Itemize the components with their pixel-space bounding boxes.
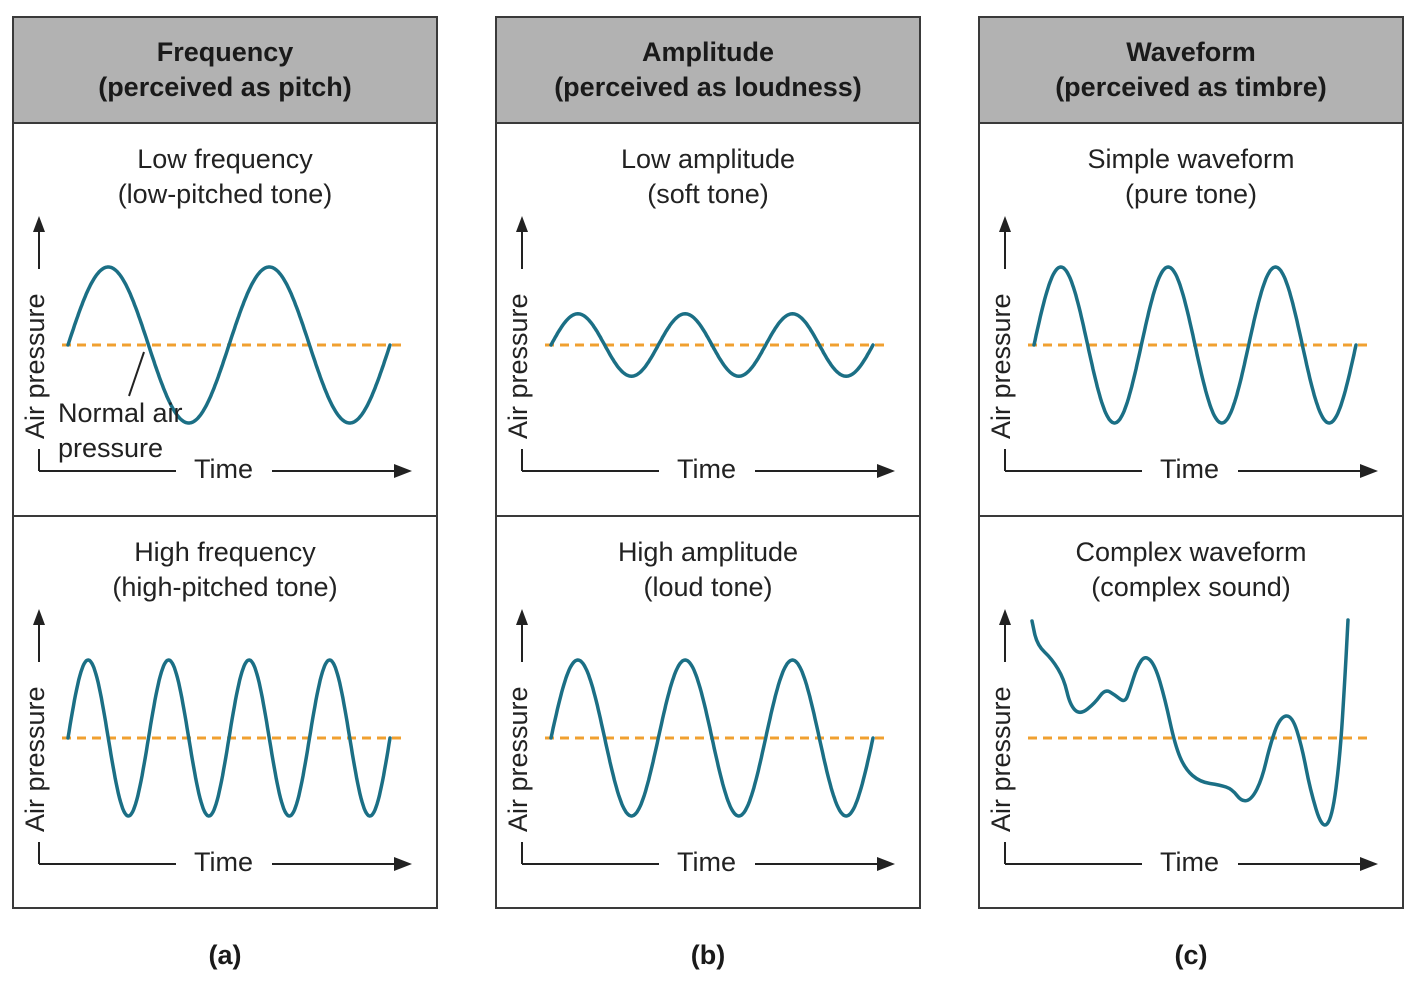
panel-title: Simple waveform (pure tone) [980,142,1402,212]
y-axis-arrow [999,609,1011,625]
frequency-column: Frequency (perceived as pitch) Low frequ… [12,16,438,909]
panel-title-line2: (high-pitched tone) [112,572,338,602]
x-axis-label: Time [667,847,746,878]
y-axis-label: Air pressure [20,293,50,439]
y-axis-label: Air pressure [20,686,50,832]
panel-title-line2: (soft tone) [647,179,769,209]
high-amplitude-panel: High amplitude (loud tone) Air pressure … [497,517,919,910]
panel-title-line1: Complex waveform [1075,537,1307,567]
y-axis-arrow [516,609,528,625]
header-subtitle: (perceived as pitch) [98,72,352,102]
panel-title-line1: Simple waveform [1087,144,1295,174]
normal-air-pressure-label: Normal air pressure [58,396,183,466]
panel-title-line2: (low-pitched tone) [117,179,333,209]
high-frequency-panel: High frequency (high-pitched tone) Air p… [14,517,436,910]
waveform-plot [33,216,412,478]
x-axis-arrow [394,857,412,871]
sound-wave [549,312,875,378]
y-axis-label: Air pressure [503,293,533,439]
sound-wave [66,265,392,425]
panel-title: Low amplitude (soft tone) [497,142,919,212]
simple-waveform-panel: Simple waveform (pure tone) Air pressure… [980,124,1402,517]
panel-title: Low frequency (low-pitched tone) [14,142,436,212]
amplitude-column: Amplitude (perceived as loudness) Low am… [495,16,921,909]
y-axis-label: Air pressure [503,686,533,832]
header-subtitle: (perceived as timbre) [1055,72,1327,102]
panel-title-line1: Low amplitude [620,144,796,174]
panel-title-line1: High amplitude [617,537,799,567]
caption-b: (b) [690,940,726,970]
panel-title-line2: (pure tone) [1124,179,1258,209]
waveform-plot [999,216,1378,478]
y-axis-label: Air pressure [986,686,1016,832]
y-axis-arrow [999,216,1011,232]
x-axis-label: Time [1150,454,1229,485]
waveform-plot [999,609,1378,871]
header-title: Waveform [1126,37,1256,67]
caption-c: (c) [1174,940,1208,970]
header-title: Amplitude [642,37,774,67]
complex-waveform-panel: Complex waveform (complex sound) Air pre… [980,517,1402,910]
x-axis-label: Time [667,454,746,485]
column-header: Frequency (perceived as pitch) [14,18,436,124]
sound-wave [66,658,392,818]
panel-title-line1: High frequency [134,537,316,567]
x-axis-arrow [394,464,412,478]
x-axis-arrow [1360,857,1378,871]
x-axis-label: Time [184,454,263,485]
y-axis-label: Air pressure [986,293,1016,439]
caption-a: (a) [208,940,242,970]
y-axis-arrow [33,216,45,232]
panel-title: High amplitude (loud tone) [497,535,919,605]
sound-wave [549,658,875,818]
column-header: Amplitude (perceived as loudness) [497,18,919,124]
header-subtitle: (perceived as loudness) [554,72,862,102]
y-axis-arrow [516,216,528,232]
panel-title-line2: (complex sound) [1091,572,1291,602]
waveform-column: Waveform (perceived as timbre) Simple wa… [978,16,1404,909]
x-axis-arrow [877,464,895,478]
waveform-plot [33,609,412,871]
column-header: Waveform (perceived as timbre) [980,18,1402,124]
panel-title: High frequency (high-pitched tone) [14,535,436,605]
callout-leader-line [128,351,145,397]
waveform-plot [516,609,895,871]
callout-line1: Normal air [58,398,183,428]
y-axis-arrow [33,609,45,625]
sound-wave [1030,618,1350,827]
callout-line2: pressure [58,433,164,463]
low-frequency-panel: Low frequency (low-pitched tone) Air pre… [14,124,436,517]
panel-title-line2: (loud tone) [643,572,773,602]
x-axis-arrow [877,857,895,871]
x-axis-label: Time [184,847,263,878]
panel-title: Complex waveform (complex sound) [980,535,1402,605]
sound-wave [1032,265,1358,425]
waveform-plot [516,216,895,478]
header-title: Frequency [156,37,294,67]
x-axis-arrow [1360,464,1378,478]
x-axis-label: Time [1150,847,1229,878]
panel-title-line1: Low frequency [137,144,313,174]
low-amplitude-panel: Low amplitude (soft tone) Air pressure T… [497,124,919,517]
